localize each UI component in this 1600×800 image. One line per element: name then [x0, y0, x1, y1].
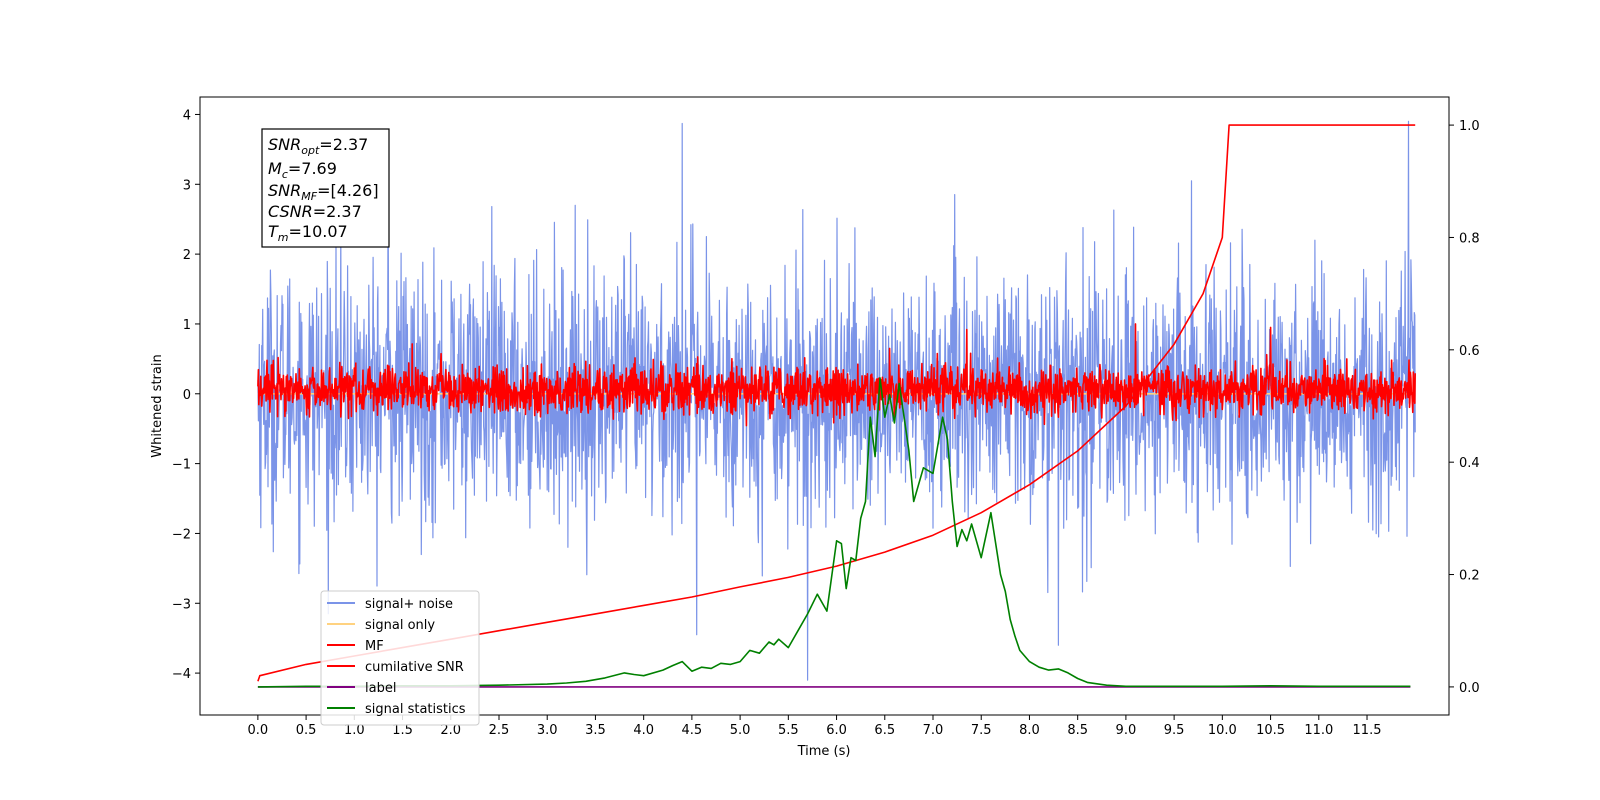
x-tick-label: 11.0	[1304, 723, 1333, 738]
y-tick-label-right: 0.2	[1459, 569, 1480, 584]
x-tick-label: 8.0	[1019, 723, 1040, 738]
x-tick-label: 1.0	[344, 723, 365, 738]
x-tick-label: 4.5	[682, 723, 703, 738]
y-tick-label-right: 0.6	[1459, 344, 1480, 359]
annotation-box: SNRopt=2.37 Mc=7.69 SNRMF=[4.26] CSNR=2.…	[261, 128, 390, 248]
x-tick-label: 6.0	[826, 723, 847, 738]
x-tick-label: 6.5	[874, 723, 895, 738]
y-axis-right: 1.0 0.8 0.6 0.4 0.2 0.0	[1449, 119, 1480, 696]
x-tick-label: 2.0	[440, 723, 461, 738]
x-tick-label: 8.5	[1067, 723, 1088, 738]
x-tick-label: 3.5	[585, 723, 606, 738]
y-axis-left: 4 3 2 1 0 −1 −2 −3 −4	[172, 108, 200, 682]
annotation-snr-mf: SNRMF=[4.26]	[268, 181, 379, 203]
legend-label-label: label	[365, 681, 396, 696]
plot-frame	[199, 96, 1450, 716]
legend-frame	[320, 590, 480, 726]
annotation-tm: Tm=10.07	[268, 222, 348, 244]
y-tick-label-left: −2	[172, 527, 191, 542]
x-tick-label: 11.5	[1353, 723, 1382, 738]
series-mf	[257, 323, 1416, 427]
x-tick-label: 4.0	[633, 723, 654, 738]
x-axis: 0.0 0.5 1.0 1.5 2.0 2.5 3.0 3.5 4.0 4.5 5.0 5.5 6.0 6…	[248, 715, 1382, 738]
x-tick-label: 5.5	[778, 723, 799, 738]
y-axis-label: Whitened strain	[150, 354, 165, 457]
x-tick-label: 10.0	[1208, 723, 1237, 738]
y-tick-label-right: 0.0	[1459, 681, 1480, 696]
x-tick-label: 7.5	[971, 723, 992, 738]
annotation-mc: Mc=7.69	[268, 159, 337, 181]
x-tick-label: 10.5	[1256, 723, 1285, 738]
legend-label-mf: MF	[365, 639, 384, 654]
y-tick-label-left: −4	[172, 667, 191, 682]
series-signal-statistics	[257, 377, 1411, 688]
y-tick-label-left: −3	[172, 597, 191, 612]
x-tick-label: 5.0	[730, 723, 751, 738]
x-tick-label: 1.5	[392, 723, 413, 738]
y-tick-label-right: 0.8	[1459, 231, 1480, 246]
legend: signal+ noise signal only MF cumilative SNR…	[320, 590, 480, 726]
x-tick-label: 3.0	[537, 723, 558, 738]
y-tick-label-left: −1	[172, 458, 191, 473]
y-tick-label-right: 1.0	[1459, 119, 1480, 134]
y-tick-label-right: 0.4	[1459, 456, 1480, 471]
x-tick-label: 0.5	[296, 723, 317, 738]
y-tick-label-left: 2	[183, 248, 191, 263]
annotation-csnr: CSNR=2.37	[268, 202, 362, 221]
x-tick-label: 9.0	[1116, 723, 1137, 738]
x-axis-label: Time (s)	[797, 744, 851, 759]
annotation-snr-opt: SNRopt=2.37	[268, 135, 368, 157]
y-tick-label-left: 4	[183, 108, 191, 123]
legend-label-signal-statistics: signal statistics	[365, 702, 466, 717]
x-tick-label: 2.5	[489, 723, 510, 738]
x-tick-label: 7.0	[923, 723, 944, 738]
y-tick-label-left: 0	[183, 388, 191, 403]
y-tick-label-left: 3	[183, 178, 191, 193]
x-tick-label: 0.0	[248, 723, 269, 738]
legend-label-signal-only: signal only	[365, 618, 435, 633]
x-tick-label: 9.5	[1164, 723, 1185, 738]
legend-label-signal-noise: signal+ noise	[365, 597, 453, 612]
legend-label-cumilative-snr: cumilative SNR	[365, 660, 464, 675]
y-tick-label-left: 1	[183, 318, 191, 333]
